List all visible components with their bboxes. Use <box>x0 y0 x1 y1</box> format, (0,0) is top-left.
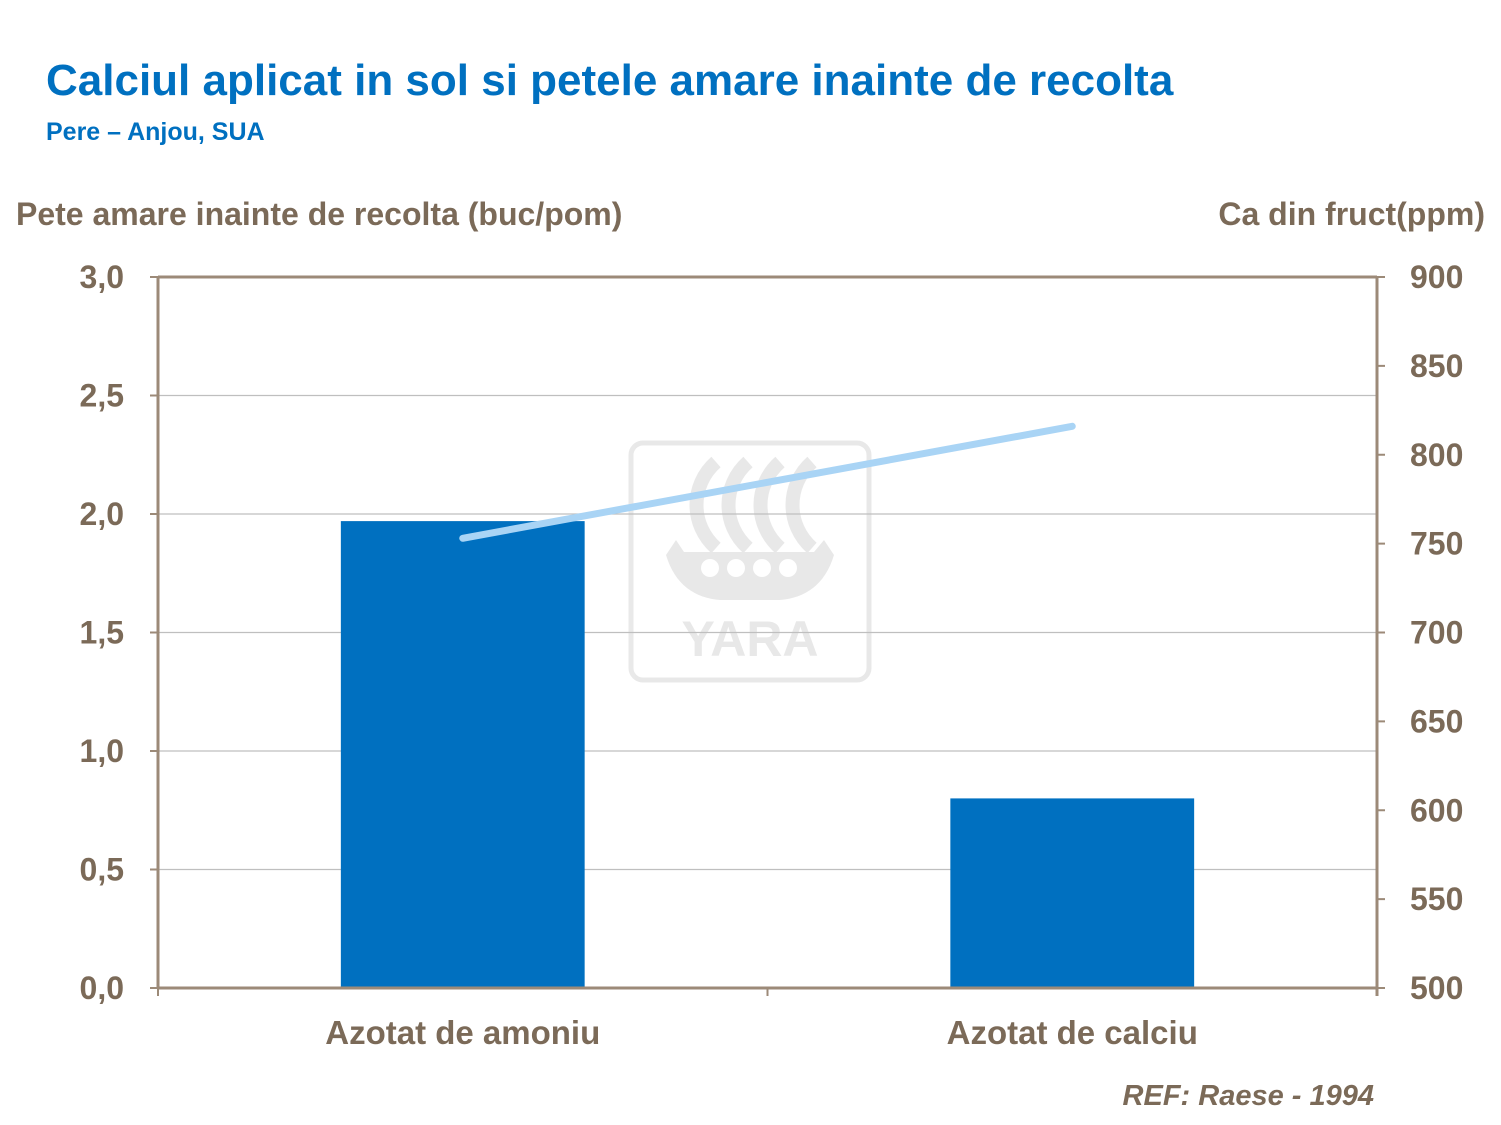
left-tick-label-0: 0,0 <box>80 970 124 1006</box>
right-tick-label-8: 900 <box>1410 259 1463 295</box>
left-tick-label-4: 2,0 <box>80 496 124 532</box>
category-labels: Azotat de amoniu Azotat de calciu <box>325 1014 1198 1051</box>
right-tick-label-6: 800 <box>1410 437 1463 473</box>
category-label-2: Azotat de calciu <box>947 1014 1198 1051</box>
bar-series <box>340 521 1195 988</box>
left-tick-label-5: 2,5 <box>80 378 124 414</box>
right-tick-label-5: 750 <box>1410 526 1463 562</box>
chart-title: Calciul aplicat in sol si petele amare i… <box>46 56 1174 105</box>
ca-line <box>459 422 1076 542</box>
chart-subtitle: Pere – Anjou, SUA <box>46 118 265 146</box>
left-tick-label-1: 0,5 <box>80 852 124 888</box>
bar-1 <box>340 521 585 988</box>
right-tick-label-4: 700 <box>1410 615 1463 651</box>
category-label-1: Azotat de amoniu <box>325 1014 600 1051</box>
right-tick-label-2: 600 <box>1410 792 1463 828</box>
right-axis-ticks: 500 550 600 650 700 750 800 850 900 <box>1377 259 1463 1006</box>
right-tick-label-1: 550 <box>1410 881 1463 917</box>
svg-text:YARA: YARA <box>681 611 818 667</box>
right-tick-label-0: 500 <box>1410 970 1463 1006</box>
left-tick-label-3: 1,5 <box>80 615 124 651</box>
left-tick-label-6: 3,0 <box>80 259 124 295</box>
reference-note: REF: Raese - 1994 <box>1122 1080 1374 1112</box>
right-tick-label-3: 650 <box>1410 703 1463 739</box>
line-series <box>459 422 1076 542</box>
y-axis-title-left: Pete amare inainte de recolta (buc/pom) <box>16 196 623 232</box>
bar-2 <box>950 798 1195 988</box>
left-tick-label-2: 1,0 <box>80 733 124 769</box>
y-axis-title-right: Ca din fruct(ppm) <box>1218 196 1485 232</box>
yara-logo-watermark: YARA <box>628 440 872 683</box>
right-tick-label-7: 850 <box>1410 348 1463 384</box>
left-axis-ticks: 0,0 0,5 1,0 1,5 2,0 2,5 3,0 <box>80 259 158 1006</box>
